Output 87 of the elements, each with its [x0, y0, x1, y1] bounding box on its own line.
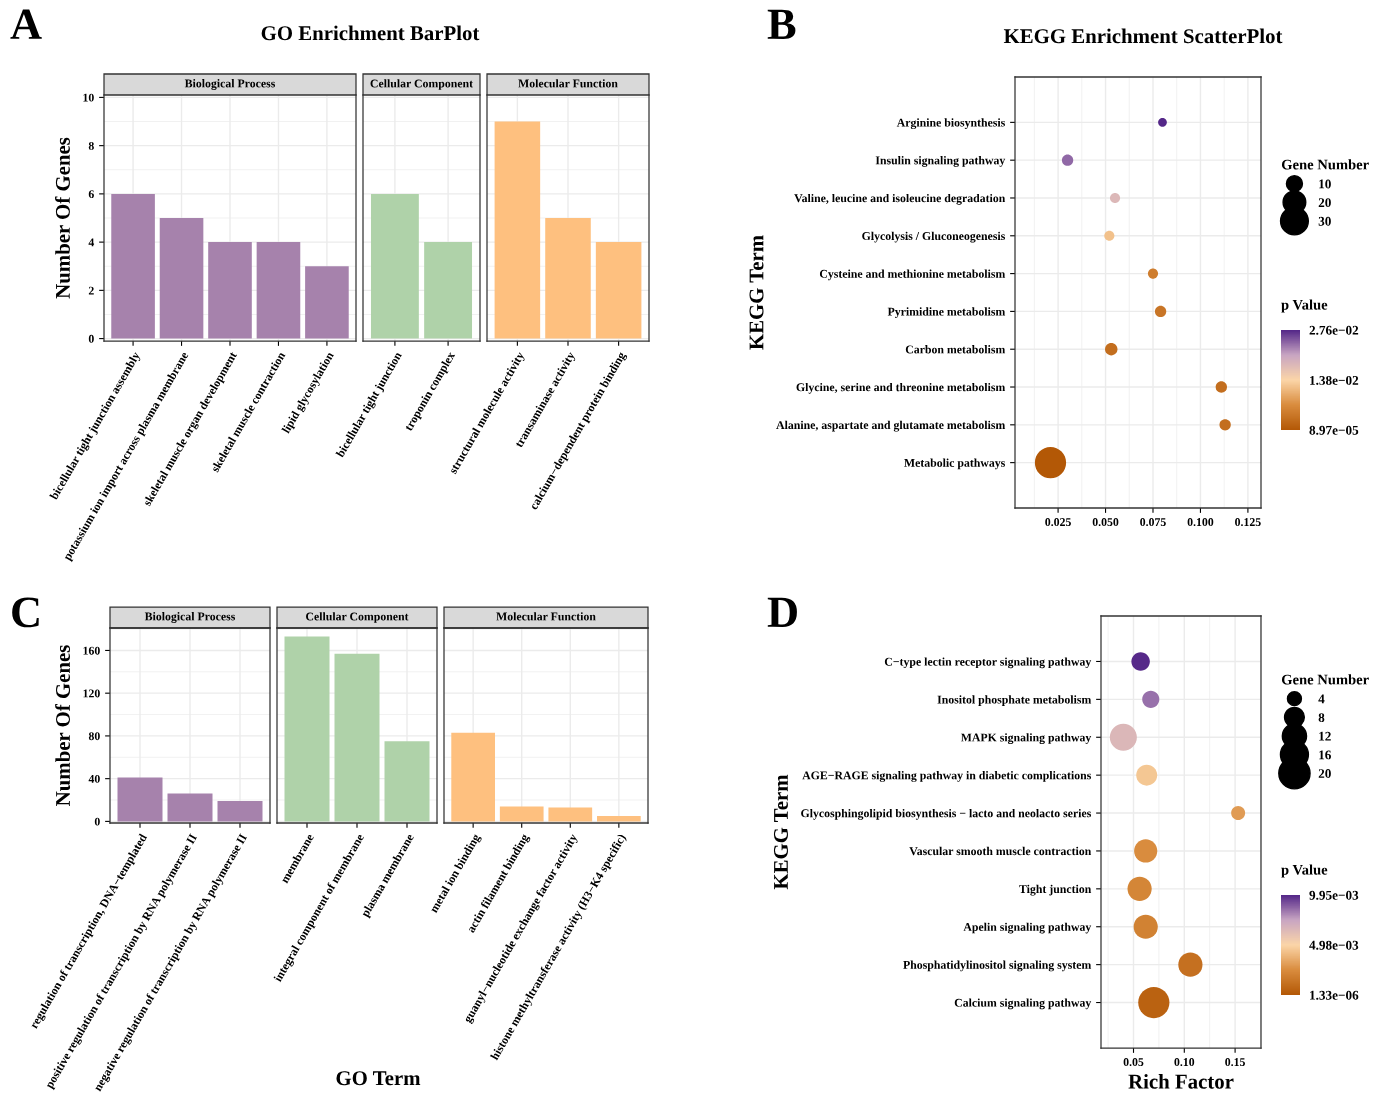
chart-title: Biological Process — [144, 612, 236, 623]
color-bar-label: 4.98e−03 — [1309, 940, 1359, 950]
x-tick-label: 0.075 — [1140, 518, 1166, 527]
y-tick-label: Insulin signaling pathway — [875, 156, 1006, 167]
legend-label: 4 — [1318, 694, 1325, 704]
legend-title: Gene Number — [1281, 674, 1369, 685]
y-tick-label: Apelin signaling pathway — [963, 922, 1092, 934]
bar — [256, 242, 301, 339]
color-bar-label: 1.33e−06 — [1310, 990, 1359, 1000]
legend-label: 20 — [1318, 769, 1331, 778]
y-tick-label: 4 — [88, 238, 95, 247]
y-axis-title: KEGG Term — [749, 235, 764, 350]
text: GO Enrichment BarPlot — [261, 25, 480, 41]
y-tick-label: 40 — [88, 774, 100, 783]
y-tick-label: MAPK signaling pathway — [960, 733, 1092, 744]
color-bar-title: p Value — [1281, 864, 1328, 878]
text: C — [12, 597, 39, 628]
chart-title: Molecular Function — [518, 79, 618, 88]
y-tick-label: Metabolic pathways — [904, 458, 1005, 470]
y-tick-label: 6 — [88, 190, 94, 199]
y-tick-label: 120 — [83, 689, 100, 698]
y-tick-label: 10 — [83, 93, 94, 102]
chart-title: Biological Process — [184, 79, 276, 90]
y-tick-label: Inositol phosphate metabolism — [937, 695, 1092, 706]
x-tick-label: 0.05 — [1123, 1058, 1144, 1067]
y-axis-title: Number Of Genes — [55, 645, 71, 806]
y-tick-label: Calcium signaling pathway — [954, 998, 1092, 1010]
y-tick-label: 0 — [88, 334, 94, 343]
y-tick-label: Cysteine and methionine metabolism — [819, 269, 1006, 281]
y-axis-title: Number Of Genes — [55, 137, 70, 299]
color-bar-label: 8.97e−05 — [1309, 425, 1359, 435]
chart-title: KEGG Enrichment ScatterPlot — [1003, 28, 1283, 44]
x-axis-title: Rich Factor — [1128, 1073, 1234, 1089]
text: D — [767, 597, 797, 627]
legend-label: 20 — [1318, 198, 1331, 208]
x-tick-label: 0.125 — [1235, 518, 1261, 527]
bar — [217, 801, 263, 822]
x-axis-title: GO Term — [336, 1071, 421, 1086]
y-tick-label: 160 — [83, 646, 100, 655]
text: A — [10, 9, 42, 39]
bar — [167, 793, 213, 822]
legend-label: 8 — [1318, 713, 1325, 723]
y-tick-label: AGE−RAGE signaling pathway in diabetic complications — [802, 771, 1091, 782]
y-tick-label: Glycolysis / Gluconeogenesis — [862, 231, 1005, 243]
bar — [159, 218, 204, 339]
y-tick-label: Tight junction — [1019, 884, 1092, 896]
chart-title: Molecular Function — [496, 612, 596, 621]
y-tick-label: C−type lectin receptor signaling pathway — [884, 657, 1092, 669]
chart-title: Cellular Component — [370, 79, 473, 90]
color-bar-label: 1.38e−02 — [1310, 375, 1359, 385]
x-tick-label: 0.10 — [1174, 1058, 1195, 1067]
bar — [208, 242, 252, 339]
bar — [111, 193, 155, 339]
text: B — [767, 9, 796, 39]
y-tick-label: Arginine biosynthesis — [896, 118, 1005, 130]
bar — [499, 806, 544, 822]
bar — [305, 266, 349, 339]
y-tick-label: Valine, leucine and isoleucine degradation — [794, 193, 1006, 205]
x-tick-label: 0.100 — [1187, 518, 1214, 527]
x-tick-label: 0.15 — [1225, 1058, 1245, 1067]
legend-label: 12 — [1319, 731, 1331, 741]
legend-label: 30 — [1318, 216, 1331, 226]
x-tick-label: 0.050 — [1092, 518, 1119, 527]
y-tick-label: Glycosphingolipid biosynthesis − lacto and neolacto series — [801, 808, 1091, 820]
bar — [597, 816, 641, 822]
color-bar-title: p Value — [1281, 299, 1328, 313]
y-tick-label: Glycine, serine and threonine metabolism — [796, 382, 1006, 394]
y-tick-label: Carbon metabolism — [905, 345, 1006, 354]
bar — [117, 777, 163, 822]
y-tick-label: 2 — [88, 286, 94, 295]
y-tick-label: 8 — [88, 141, 94, 150]
y-tick-label: Phosphatidylinositol signaling system — [903, 960, 1092, 972]
legend-title: Gene Number — [1281, 159, 1369, 170]
color-bar-label: 9.95e−03 — [1309, 890, 1359, 900]
bar — [548, 807, 593, 822]
y-axis-title: KEGG Term — [773, 774, 788, 890]
y-tick-label: 80 — [88, 732, 100, 741]
color-bar-label: 2.76e−02 — [1309, 325, 1359, 335]
chart-title: Cellular Component — [306, 612, 409, 623]
y-tick-label: Pyrimidine metabolism — [887, 307, 1006, 319]
y-tick-label: 0 — [94, 817, 100, 826]
y-tick-label: Vascular smooth muscle contraction — [909, 846, 1092, 856]
legend-label: 10 — [1319, 179, 1331, 189]
y-tick-label: Alanine, aspartate and glutamate metabolism — [776, 420, 1006, 432]
x-tick-label: 0.025 — [1045, 518, 1071, 527]
bar — [451, 732, 495, 822]
legend-label: 16 — [1319, 750, 1331, 760]
